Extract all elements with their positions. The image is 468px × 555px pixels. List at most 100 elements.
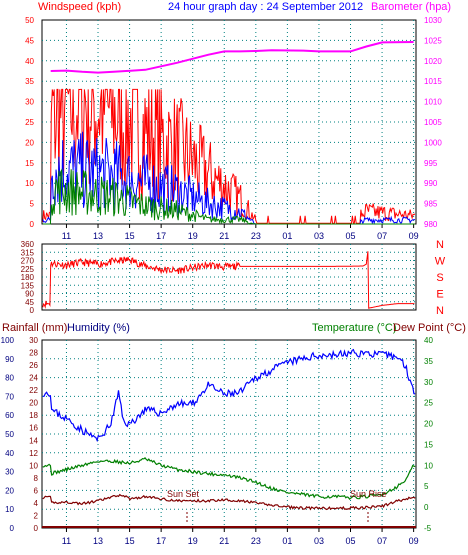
climate-x-tick-label: 15	[125, 536, 135, 546]
wind-x-tick-label: 17	[156, 231, 166, 241]
humidity-tick-label: 40	[5, 449, 14, 458]
sunset-label: Sun Set	[167, 489, 200, 499]
humidity-tick-label: 30	[5, 468, 14, 477]
barometer-series-line	[50, 41, 414, 74]
compass-label: W	[435, 256, 446, 268]
temperature-tick-label: 5	[424, 482, 429, 491]
barometer-tick-label: 980	[424, 220, 438, 229]
series-layer	[42, 41, 416, 528]
direction-tick-label: 360	[21, 240, 35, 249]
climate-x-tick-label: 21	[219, 536, 229, 546]
humidity-tick-label: 80	[5, 374, 14, 383]
direction-tick-label: 225	[21, 265, 35, 274]
barometer-tick-label: 995	[424, 159, 438, 168]
chart-title: 24 hour graph day : 24 September 2012	[168, 1, 363, 13]
rain-tick-label: 4	[34, 499, 39, 508]
climate-x-tick-label: 11	[62, 536, 71, 546]
barometer-tick-label: 1025	[424, 36, 442, 45]
rain-tick-label: 20	[29, 399, 38, 408]
barometer-tick-label: 985	[424, 200, 438, 209]
wind-y-tick-label: 40	[25, 57, 34, 66]
wind-green-series-line	[42, 168, 415, 225]
rain-tick-label: 16	[29, 424, 38, 433]
temperature-tick-label: 25	[424, 399, 433, 408]
temperature-tick-label: 30	[424, 378, 433, 387]
barometer-tick-label: 1020	[424, 57, 442, 66]
humidity-tick-label: 90	[5, 355, 14, 364]
windspeed-label: Windspeed (kph)	[38, 1, 121, 13]
climate-x-tick-label: 19	[188, 536, 198, 546]
barometer-tick-label: 990	[424, 179, 438, 188]
direction-tick-label: 135	[21, 281, 35, 290]
rain-tick-label: 24	[29, 374, 38, 383]
climate-x-tick-label: 01	[282, 536, 292, 546]
axis-ticks-layer: 0510152025303540455098098599099510001005…	[1, 16, 446, 546]
direction-tick-label: 0	[30, 306, 35, 315]
humidity-tick-label: 50	[5, 430, 14, 439]
compass-label: E	[436, 289, 443, 301]
wind-y-tick-label: 0	[30, 220, 35, 229]
humidity-tick-label: 60	[5, 411, 14, 420]
rainfall-label: Rainfall (mm)	[2, 322, 67, 334]
rain-tick-label: 22	[29, 386, 38, 395]
dewpoint-series-line	[42, 493, 416, 511]
climate-x-tick-label: 23	[251, 536, 261, 546]
wind-y-tick-label: 35	[25, 77, 34, 86]
wind-y-tick-label: 25	[25, 118, 34, 127]
humidity-label: Humidity (%)	[67, 322, 130, 334]
direction-tick-label: 90	[25, 290, 34, 299]
temperature-tick-label: 0	[424, 503, 429, 512]
wind-x-tick-label: 07	[377, 231, 387, 241]
wind-y-tick-label: 45	[25, 36, 34, 45]
wind-y-tick-label: 5	[30, 200, 35, 209]
barometer-tick-label: 1030	[424, 16, 442, 25]
direction-tick-label: 315	[21, 248, 35, 257]
humidity-series-line	[42, 348, 416, 443]
rain-tick-label: 18	[29, 411, 38, 420]
climate-x-tick-label: 07	[377, 536, 387, 546]
humidity-tick-label: 20	[5, 486, 14, 495]
gust-series-line	[42, 88, 416, 224]
temperature-tick-label: 35	[424, 357, 433, 366]
wind-x-tick-label: 01	[282, 231, 292, 241]
barometer-tick-label: 1010	[424, 98, 442, 107]
wind-y-tick-label: 30	[25, 98, 34, 107]
rain-tick-label: 0	[34, 524, 39, 533]
wind-x-tick-label: 05	[346, 231, 356, 241]
barometer-tick-label: 1005	[424, 118, 442, 127]
rain-tick-label: 14	[29, 436, 38, 445]
wind-x-tick-label: 13	[93, 231, 103, 241]
rain-tick-label: 28	[29, 349, 38, 358]
compass-label: S	[436, 272, 443, 284]
rain-tick-label: 2	[34, 511, 39, 520]
climate-x-tick-label: 03	[314, 536, 324, 546]
direction-series-line	[42, 251, 415, 309]
direction-tick-label: 45	[25, 298, 34, 307]
wind-y-tick-label: 20	[25, 138, 34, 147]
compass-label: N	[436, 305, 444, 317]
grid-layer	[42, 20, 416, 528]
wind-x-tick-label: 11	[62, 231, 71, 241]
climate-x-tick-label: 13	[93, 536, 103, 546]
temperature-tick-label: 10	[424, 461, 433, 470]
temperature-tick-label: -5	[424, 524, 432, 533]
wind-x-tick-label: 23	[251, 231, 261, 241]
wind-y-tick-label: 10	[25, 179, 34, 188]
rain-tick-label: 26	[29, 361, 38, 370]
rain-tick-label: 12	[29, 449, 38, 458]
rain-tick-label: 8	[34, 474, 39, 483]
dewpoint-label: Dew Point (°C)	[393, 322, 466, 334]
temperature-tick-label: 40	[424, 336, 433, 345]
wind-y-tick-label: 15	[25, 159, 34, 168]
direction-tick-label: 180	[21, 273, 35, 282]
wind-x-tick-label: 19	[188, 231, 198, 241]
temperature-tick-label: 15	[424, 440, 433, 449]
rain-tick-label: 6	[34, 486, 39, 495]
wind-x-tick-label: 15	[125, 231, 135, 241]
humidity-tick-label: 100	[1, 336, 15, 345]
temperature-tick-label: 20	[424, 420, 433, 429]
climate-x-tick-label: 17	[156, 536, 166, 546]
climate-x-tick-label: 09	[409, 536, 419, 546]
